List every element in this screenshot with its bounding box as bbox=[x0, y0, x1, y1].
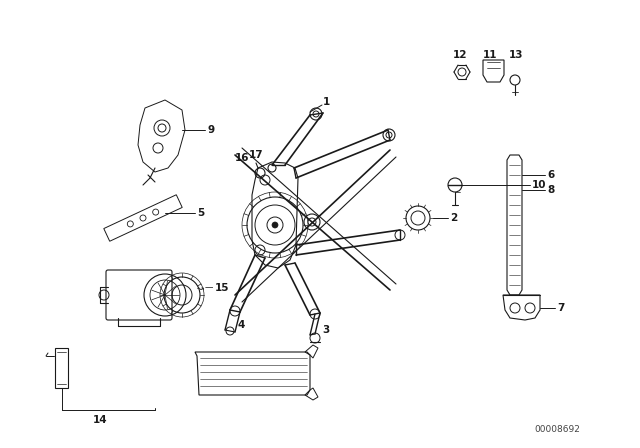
Text: 12: 12 bbox=[452, 50, 467, 60]
Text: 17: 17 bbox=[248, 150, 263, 160]
Text: 9: 9 bbox=[207, 125, 214, 135]
Text: 11: 11 bbox=[483, 50, 497, 60]
Text: —: — bbox=[205, 284, 213, 293]
Circle shape bbox=[308, 218, 316, 226]
Text: 00008692: 00008692 bbox=[534, 426, 580, 435]
Text: 13: 13 bbox=[509, 50, 524, 60]
Text: 2: 2 bbox=[450, 213, 457, 223]
Text: 16: 16 bbox=[234, 153, 249, 163]
Text: 4: 4 bbox=[238, 320, 245, 330]
Text: 7: 7 bbox=[557, 303, 564, 313]
Text: 8: 8 bbox=[547, 185, 554, 195]
Text: 10: 10 bbox=[532, 180, 547, 190]
Text: 14: 14 bbox=[93, 415, 108, 425]
Text: 6: 6 bbox=[547, 170, 554, 180]
Text: 3: 3 bbox=[322, 325, 329, 335]
Text: 15: 15 bbox=[215, 283, 230, 293]
Circle shape bbox=[272, 222, 278, 228]
Text: 1: 1 bbox=[323, 97, 330, 107]
Text: $\rightsquigarrow$: $\rightsquigarrow$ bbox=[195, 284, 205, 293]
Text: 5: 5 bbox=[197, 208, 204, 218]
